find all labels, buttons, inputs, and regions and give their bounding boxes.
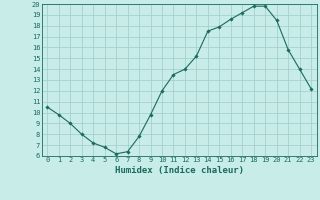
X-axis label: Humidex (Indice chaleur): Humidex (Indice chaleur) <box>115 166 244 175</box>
